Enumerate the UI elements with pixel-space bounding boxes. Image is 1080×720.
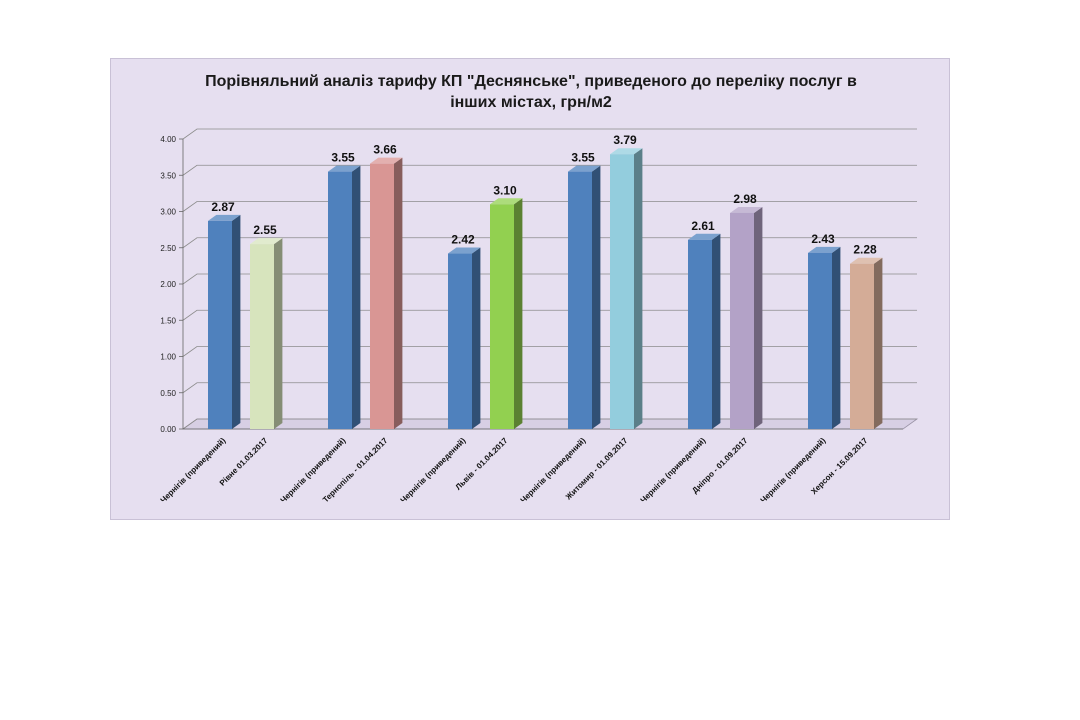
data-label: 2.98 [733, 192, 757, 206]
bar-top [328, 165, 361, 172]
bar [448, 253, 472, 429]
y-tick-label: 1.50 [160, 316, 176, 325]
data-label: 3.10 [493, 183, 517, 197]
chart-title-line-2: інших містах, грн/м2 [450, 94, 612, 111]
bar-top [808, 246, 841, 253]
data-label: 3.55 [331, 151, 355, 165]
data-label: 2.61 [691, 219, 715, 233]
gridline [182, 164, 917, 176]
bar-side [514, 198, 523, 429]
y-tick-label: 2.00 [160, 280, 176, 289]
bar-top [370, 157, 403, 164]
bar-top [250, 238, 283, 245]
chart-title: Порівняльний аналіз тарифу КП "Деснянськ… [171, 71, 891, 113]
bar-top [208, 214, 241, 221]
data-label: 2.87 [211, 200, 235, 214]
bar [850, 263, 874, 429]
data-label: 2.28 [853, 243, 877, 257]
bar-side [832, 246, 841, 429]
y-tick-label: 3.00 [160, 208, 176, 217]
bar [730, 212, 754, 429]
bar-top [850, 257, 883, 264]
data-label: 3.55 [571, 151, 595, 165]
bar-side [394, 157, 403, 429]
bar-side [874, 257, 883, 429]
bar [808, 252, 832, 429]
x-tick-label: Чернігів (приведений) [399, 436, 468, 505]
bar-side [352, 165, 361, 429]
y-tick-label: 3.50 [160, 171, 176, 180]
bar-top [448, 247, 481, 254]
data-label: 3.79 [613, 133, 637, 147]
y-tick-label: 1.00 [160, 353, 176, 362]
bar [490, 204, 514, 429]
data-label: 2.42 [451, 233, 475, 247]
gridline [182, 237, 917, 249]
bar-side [472, 247, 481, 429]
bar-side [754, 206, 763, 429]
gridline [182, 273, 917, 285]
y-tick-label: 2.50 [160, 244, 176, 253]
y-tick-label: 4.00 [160, 135, 176, 144]
chart-floor [181, 418, 919, 430]
x-tick-label: Чернігів (приведений) [159, 436, 228, 505]
bar-top [610, 148, 643, 155]
bar-side [232, 214, 241, 429]
bar-side [592, 165, 601, 429]
bar [250, 244, 274, 429]
gridline [182, 346, 917, 357]
bar-side [274, 238, 283, 429]
gridline [182, 382, 917, 394]
data-label: 2.43 [811, 232, 835, 246]
bar-top [490, 198, 523, 205]
bar-side [634, 148, 643, 429]
data-label: 2.55 [253, 223, 277, 237]
chart-title-line-1: Порівняльний аналіз тарифу КП "Деснянськ… [205, 73, 857, 90]
gridline [182, 128, 917, 140]
gridline [182, 309, 917, 321]
y-tick-label: 0.50 [160, 389, 176, 398]
bar-top [688, 233, 721, 240]
bar [568, 171, 592, 429]
bar-top [730, 206, 763, 213]
bar-side [712, 233, 721, 429]
bar [688, 239, 712, 429]
bar-chart: 0.00 0.50 1.00 1.50 2.00 2.50 3.00 3.50 4.00 2.87… [159, 128, 919, 505]
bar-top [568, 165, 601, 172]
y-tick-label: 0.00 [160, 425, 176, 434]
gridline [182, 201, 917, 212]
bar [328, 171, 352, 429]
bar [610, 154, 634, 429]
data-label: 3.66 [373, 143, 397, 157]
bar [370, 163, 394, 429]
chart-frame: Порівняльний аналіз тарифу КП "Деснянськ… [110, 58, 950, 520]
gridline [182, 418, 917, 430]
bar [208, 220, 232, 429]
